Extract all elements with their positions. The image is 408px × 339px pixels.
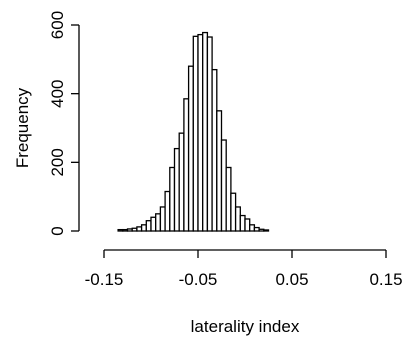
histogram-bar-16 [192,35,199,232]
histogram-bar-10 [164,190,171,232]
histogram-bar-6 [145,220,152,232]
histogram-bar-17 [197,33,204,232]
y-axis-label: Frequency [13,87,32,168]
histogram-bar-13 [178,132,185,232]
histogram-bar-4 [136,226,143,232]
histogram-bar-22 [220,139,227,232]
histogram-bar-8 [155,213,162,232]
histogram-bar-14 [183,98,190,232]
x-axis-label: laterality index [191,317,300,336]
histogram-bar-28 [249,224,256,232]
histogram-bar-2 [126,228,133,232]
x-tick-label-0: -0.15 [85,270,124,289]
histogram-bar-26 [239,214,246,232]
histogram-bar-7 [150,216,157,232]
y-tick-label-3: 600 [48,11,67,39]
histogram-bar-23 [225,166,232,232]
histogram-bar-11 [169,166,176,232]
histogram-bar-0 [117,228,124,232]
histogram-bar-3 [131,227,138,232]
labels: laterality index Frequency [13,87,300,336]
histogram-bar-29 [253,226,260,232]
x-tick-label-1: -0.05 [179,270,218,289]
y-tick-label-1: 200 [48,148,67,176]
histogram-bar-12 [173,147,180,232]
histogram-bar-15 [187,65,194,232]
histogram-bar-20 [211,68,218,232]
histogram-bar-30 [258,228,265,232]
histogram-bars [117,31,270,232]
histogram-bar-19 [206,36,213,232]
histogram-bar-18 [202,31,209,232]
histogram-bar-21 [216,110,223,232]
y-tick-label-0: 0 [48,226,67,235]
histogram-bar-1 [122,228,129,232]
histogram-bar-25 [234,206,241,232]
x-tick-label-2: 0.05 [275,270,308,289]
histogram-bar-27 [244,218,251,232]
histogram-bar-24 [230,192,237,232]
axes: -0.15 -0.05 0.05 0.15 0 200 400 600 [48,11,403,289]
x-tick-label-3: 0.15 [369,270,402,289]
y-tick-label-2: 400 [48,79,67,107]
histogram-bar-5 [140,224,147,232]
histogram-bar-9 [159,206,166,232]
histogram-bar-31 [263,229,270,232]
